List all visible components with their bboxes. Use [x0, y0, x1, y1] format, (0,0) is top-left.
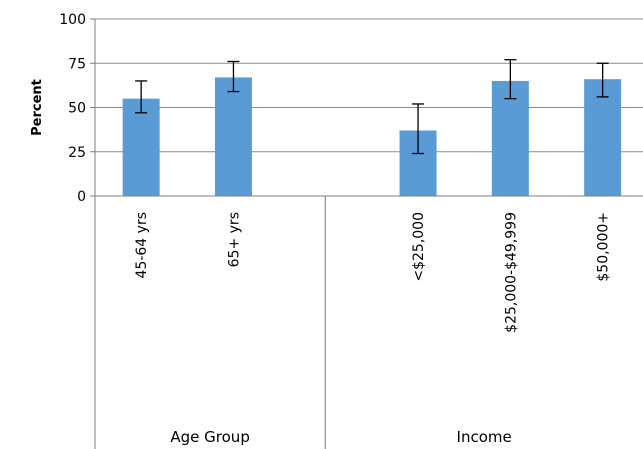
group-labels: Age Group Income — [170, 428, 511, 446]
group-label: Income — [457, 428, 512, 446]
bar — [214, 77, 252, 196]
category-label: <$25,000 — [411, 212, 427, 282]
bar — [122, 98, 160, 196]
error-bars — [135, 59, 609, 155]
category-label: 45-64 yrs — [134, 212, 150, 278]
bars — [122, 77, 622, 196]
category-label: $25,000-$49,999 — [503, 212, 519, 333]
y-axis-label: Percent — [30, 79, 45, 136]
bar — [584, 79, 622, 196]
bar — [491, 80, 529, 196]
y-axis: 0 25 50 75 100 — [59, 12, 96, 449]
y-tick-label: 75 — [68, 56, 86, 72]
y-tick-label: 50 — [68, 101, 86, 117]
group-label: Age Group — [170, 428, 249, 446]
category-label: $50,000+ — [596, 212, 612, 282]
category-labels: 45-64 yrs 65+ yrs <$25,000 $25,000-$49,999 $… — [134, 212, 612, 333]
y-tick-label: 0 — [77, 189, 86, 205]
category-label: 65+ yrs — [226, 212, 242, 267]
y-tick-label: 25 — [68, 145, 86, 161]
gridlines — [95, 18, 643, 153]
y-tick-label: 100 — [59, 12, 86, 28]
x-axis — [95, 195, 643, 449]
